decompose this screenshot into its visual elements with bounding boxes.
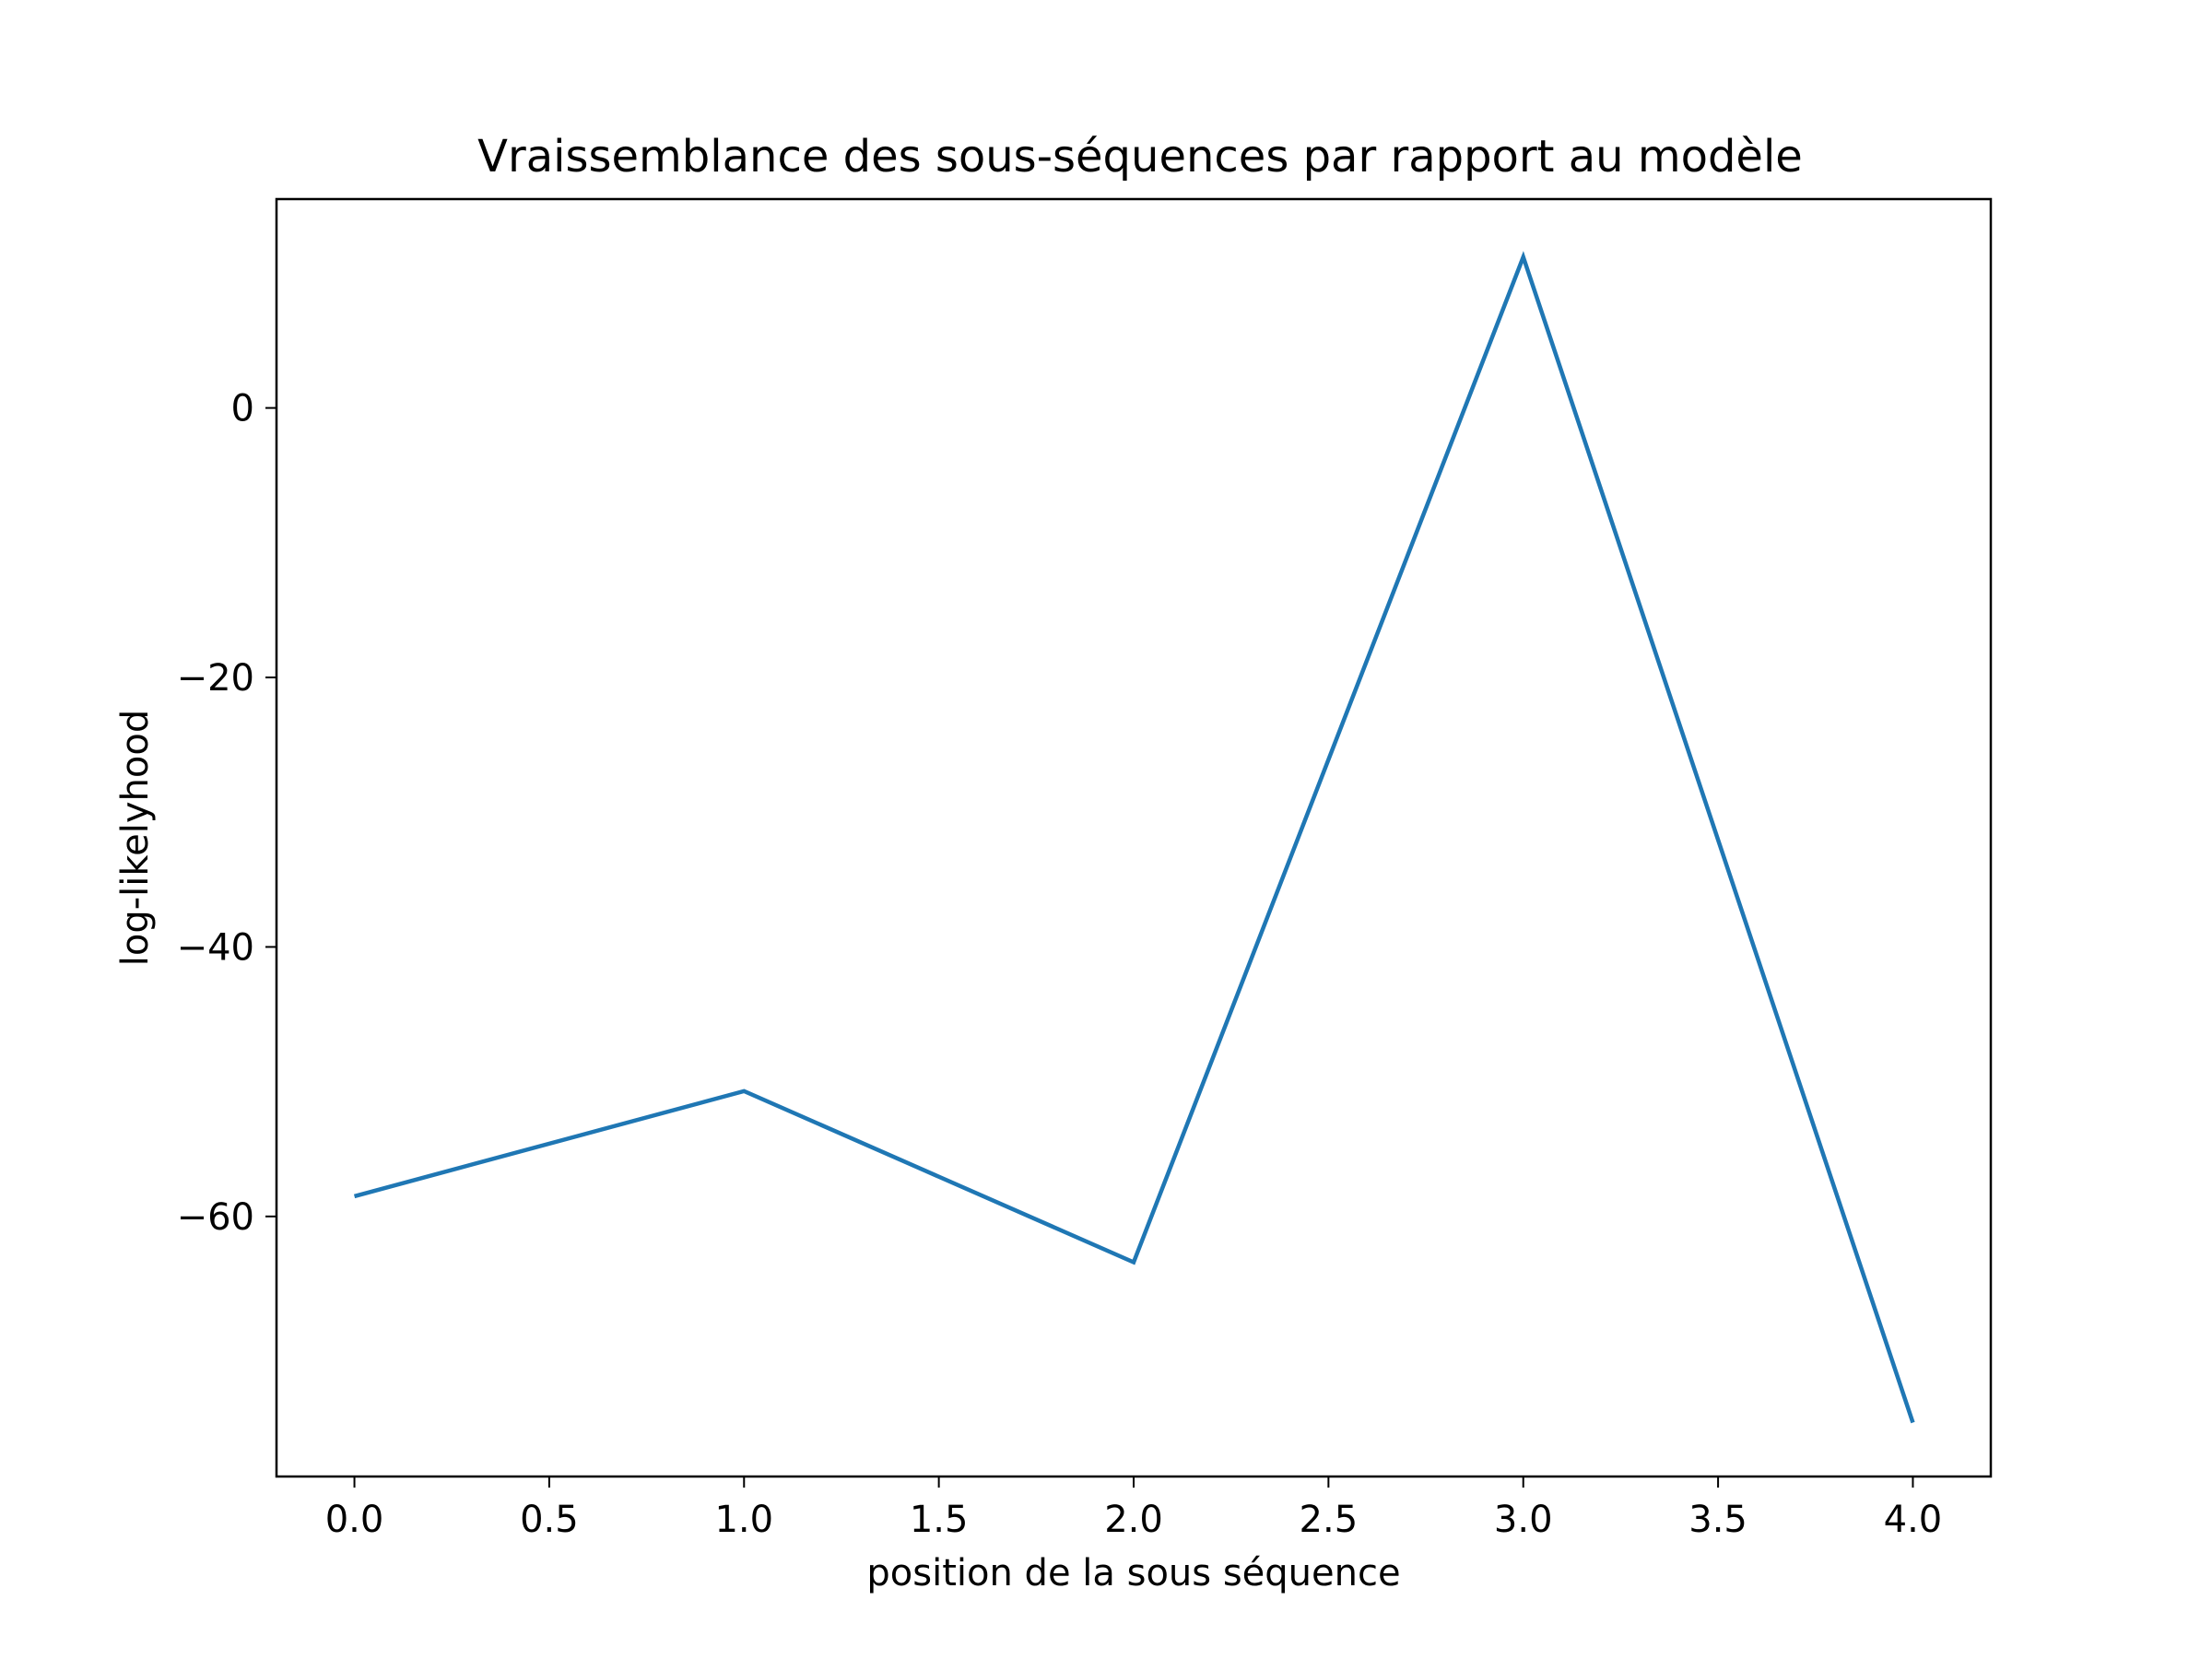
x-axis-ticks: 0.0 0.5 1.0 1.5 2.0 2.5 3.0 3.5 4.0 <box>325 1477 1943 1541</box>
x-tick-label: 0.5 <box>520 1499 579 1541</box>
x-tick-label: 4.0 <box>1884 1499 1943 1541</box>
x-tick-label: 2.0 <box>1104 1499 1163 1541</box>
x-tick-label: 1.0 <box>714 1499 773 1541</box>
x-axis-label: position de la sous séquence <box>866 1552 1400 1594</box>
x-tick-label: 3.5 <box>1688 1499 1747 1541</box>
y-tick-label: −60 <box>177 1196 254 1239</box>
x-tick-label: 3.0 <box>1494 1499 1553 1541</box>
y-axis-label: log-likelyhood <box>114 710 157 966</box>
y-tick-label: −40 <box>177 926 254 969</box>
axes-frame <box>275 197 1993 1478</box>
x-tick-label: 0.0 <box>325 1499 384 1541</box>
y-axis-ticks: −60 −40 −20 0 <box>177 388 276 1239</box>
y-tick-label: −20 <box>177 657 254 700</box>
series-line <box>353 251 1915 1424</box>
chart-title: Vraissemblance des sous-séquences par ra… <box>477 131 1803 182</box>
x-tick-label: 2.5 <box>1300 1499 1359 1541</box>
x-tick-label: 1.5 <box>910 1499 969 1541</box>
y-tick-label: 0 <box>231 388 254 430</box>
plot-area <box>353 251 1915 1424</box>
